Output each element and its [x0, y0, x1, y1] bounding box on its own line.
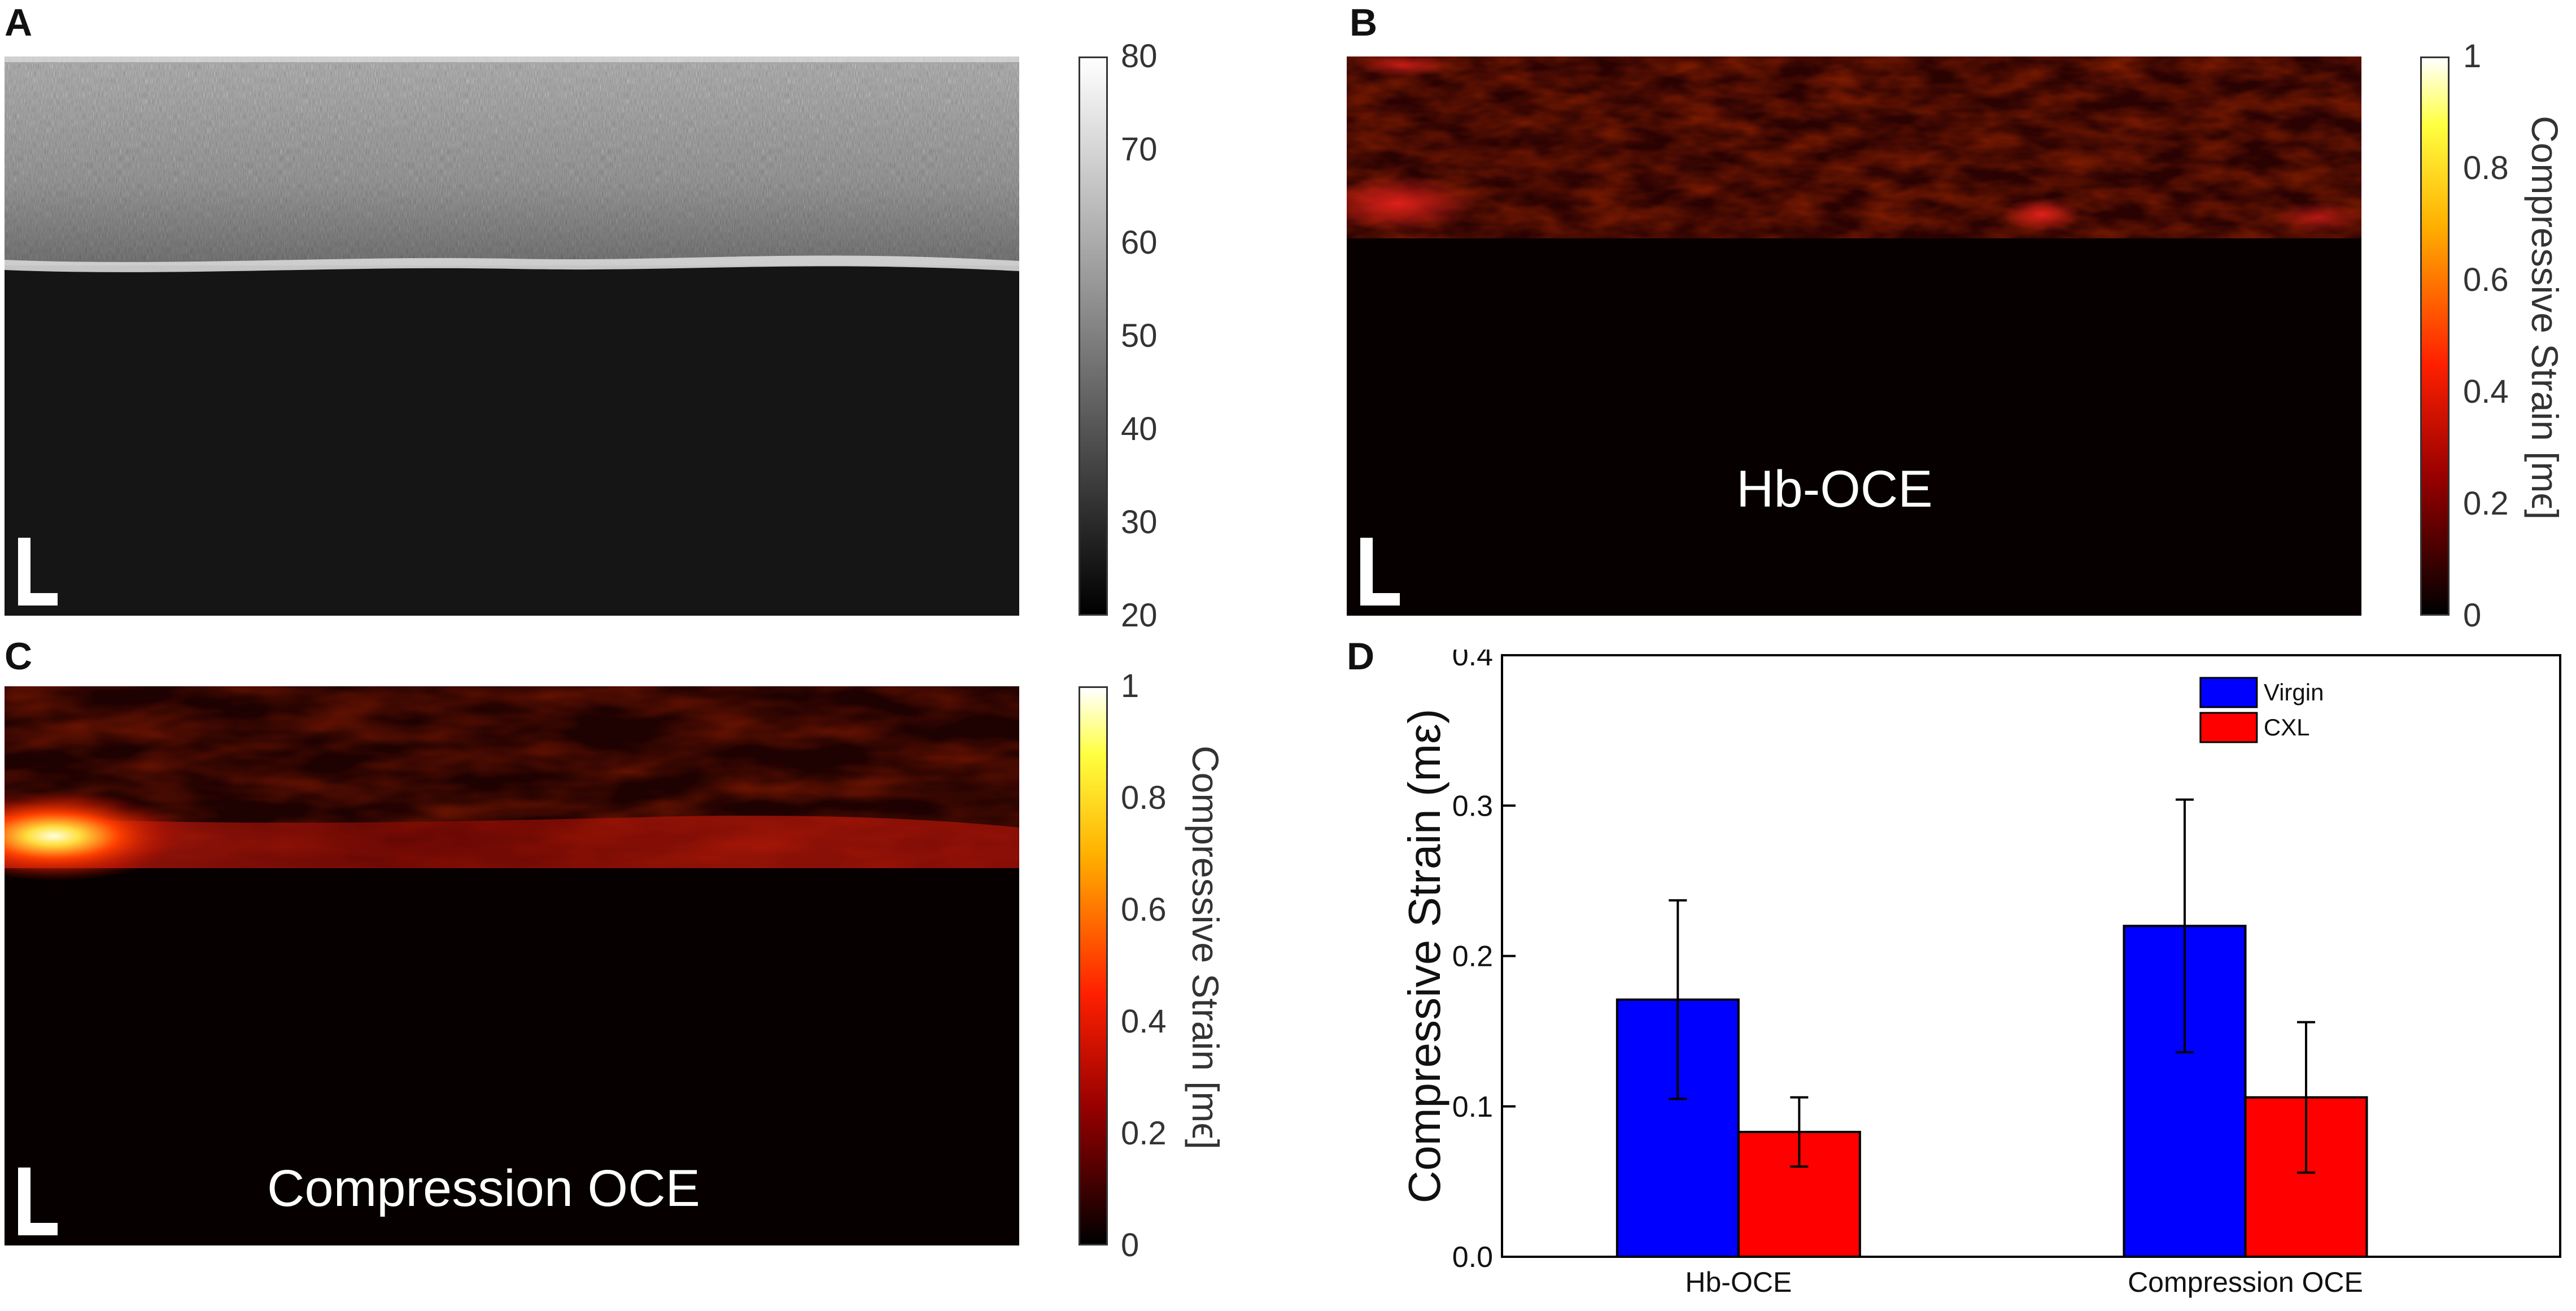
- oct-structural-image-graphic: [5, 56, 1019, 616]
- scale-marker-b: [1360, 538, 1400, 606]
- y-tick-label-0: 0.0: [1452, 1241, 1493, 1274]
- colorbar-b-tick-3: 0.4: [2463, 373, 2509, 410]
- y-tick-label-4: 0.4: [1452, 650, 1493, 672]
- legend-swatch-virgin: [2199, 677, 2258, 708]
- legend-swatch-cxl: [2199, 712, 2258, 743]
- colorbar-c-label: Compressive Strain [mϵ]: [1185, 746, 1226, 1150]
- x-tick-label-1: Compression OCE: [2128, 1266, 2363, 1298]
- colorbar-c-tick-4: 0.2: [1121, 1115, 1167, 1152]
- colorbar-c-tick-1: 0.8: [1121, 779, 1167, 816]
- colorbar-a-tick-4: 40: [1121, 411, 1158, 447]
- colorbar-b-tick-2: 0.6: [2463, 262, 2509, 298]
- y-tick-label-3: 0.3: [1452, 790, 1493, 822]
- compression-oce-strain-map-graphic: [5, 686, 1019, 1245]
- hb-oce-strain-map: Hb-OCE: [1347, 56, 2361, 616]
- colorbar-b-tick-1: 0.8: [2463, 150, 2509, 186]
- oct-structural-image: [5, 56, 1019, 616]
- colorbar-a-tick-0: 80: [1121, 38, 1158, 75]
- colorbar-b: [2420, 56, 2450, 616]
- colorbar-b-label: Compressive Strain [mϵ]: [2524, 116, 2566, 520]
- colorbar-b-tick-0: 1: [2463, 38, 2482, 75]
- colorbar-c-tick-2: 0.6: [1121, 891, 1167, 928]
- overlay-label-hb-oce: Hb-OCE: [1736, 460, 1933, 518]
- overlay-label-compression-oce: Compression OCE: [267, 1160, 700, 1217]
- compression-oce-strain-map: Compression OCE: [5, 686, 1019, 1245]
- colorbar-c-tick-3: 0.4: [1121, 1003, 1167, 1040]
- panel-letter-b: B: [1350, 1, 1378, 44]
- scale-marker-c: [18, 1168, 58, 1235]
- colorbar-a-tick-3: 50: [1121, 317, 1158, 354]
- colorbar-c-tick-5: 0: [1121, 1227, 1139, 1264]
- y-axis-label: Compressive Strain (mε): [1400, 709, 1449, 1204]
- strain-bar-chart: 0.0 0.1 0.2 0.3 0.4 Compressive Strain (mε) Hb…: [1400, 650, 2561, 1298]
- scale-marker-a: [18, 538, 58, 606]
- colorbar-a: [1079, 56, 1108, 616]
- panel-letter-c: C: [5, 635, 33, 678]
- colorbar-a-tick-2: 60: [1121, 224, 1158, 261]
- colorbar-a-tick-1: 70: [1121, 131, 1158, 168]
- colorbar-b-tick-4: 0.2: [2463, 485, 2509, 522]
- colorbar-c-tick-0: 1: [1121, 668, 1139, 704]
- panel-letter-a: A: [5, 1, 33, 44]
- colorbar-b-tick-5: 0: [2463, 597, 2482, 634]
- legend-label-virgin: Virgin: [2264, 679, 2324, 705]
- colorbar-c: [1079, 686, 1108, 1245]
- colorbar-a-tick-6: 20: [1121, 597, 1158, 634]
- y-tick-label-1: 0.1: [1452, 1091, 1493, 1123]
- hb-oce-strain-map-graphic: [1347, 56, 2361, 616]
- panel-letter-d: D: [1347, 635, 1375, 678]
- y-tick-label-2: 0.2: [1452, 940, 1493, 973]
- legend-label-cxl: CXL: [2264, 714, 2310, 741]
- colorbar-a-tick-5: 30: [1121, 504, 1158, 541]
- x-tick-label-0: Hb-OCE: [1685, 1266, 1792, 1298]
